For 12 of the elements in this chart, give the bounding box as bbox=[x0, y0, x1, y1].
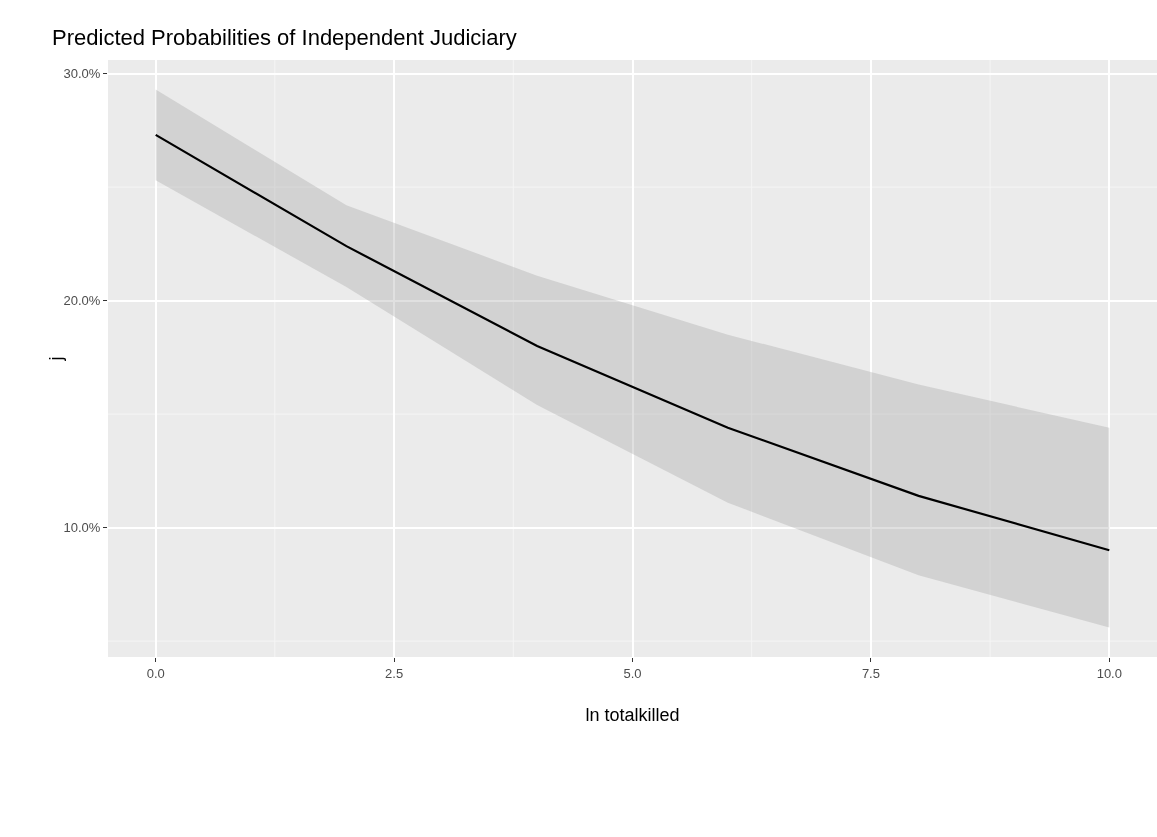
x-tick-label: 7.5 bbox=[861, 665, 880, 681]
line-series bbox=[154, 133, 1111, 552]
y-axis-title: j bbox=[46, 356, 66, 362]
y-tick-label: 30.0% bbox=[63, 66, 101, 82]
x-tick-label: 0.0 bbox=[146, 665, 165, 681]
y-tick-label: 20.0% bbox=[63, 293, 101, 309]
y-tick-label: 10.0% bbox=[63, 520, 101, 536]
x-axis-title: ln totalkilled bbox=[585, 705, 680, 725]
x-tick-label: 5.0 bbox=[623, 665, 642, 681]
x-tick-label: 10.0 bbox=[1096, 665, 1122, 681]
x-tick-label: 2.5 bbox=[385, 665, 404, 681]
chart-title: Predicted Probabilities of Independent Judiciary bbox=[52, 24, 517, 50]
